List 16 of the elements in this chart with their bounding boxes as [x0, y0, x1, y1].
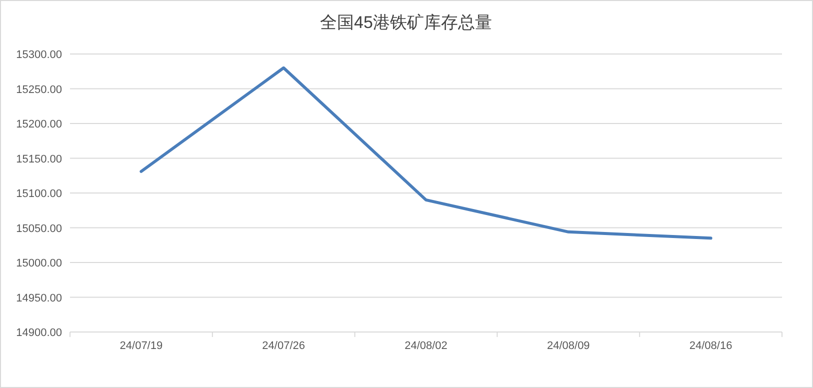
y-tick-label: 14950.00 [16, 292, 62, 304]
y-tick-label: 15050.00 [16, 222, 62, 235]
x-tick-label: 24/08/09 [546, 340, 590, 352]
y-tick-label: 15250.00 [16, 84, 62, 96]
x-tick-label: 24/07/19 [120, 340, 163, 352]
y-tick-label: 15000.00 [16, 258, 62, 270]
y-tick-label: 15100.00 [16, 188, 62, 200]
x-tick-label: 24/08/16 [689, 340, 732, 352]
y-tick-label: 15200.00 [16, 118, 62, 130]
x-tick-label: 24/08/02 [404, 340, 448, 352]
y-tick-label: 14900.00 [16, 327, 62, 339]
x-tick-label: 24/07/26 [262, 340, 306, 352]
y-tick-label: 15150.00 [16, 153, 62, 166]
y-tick-label: 15300.00 [16, 49, 62, 61]
line-series [140, 66, 712, 240]
chart-title: 全国45港铁矿库存总量 [320, 13, 492, 32]
